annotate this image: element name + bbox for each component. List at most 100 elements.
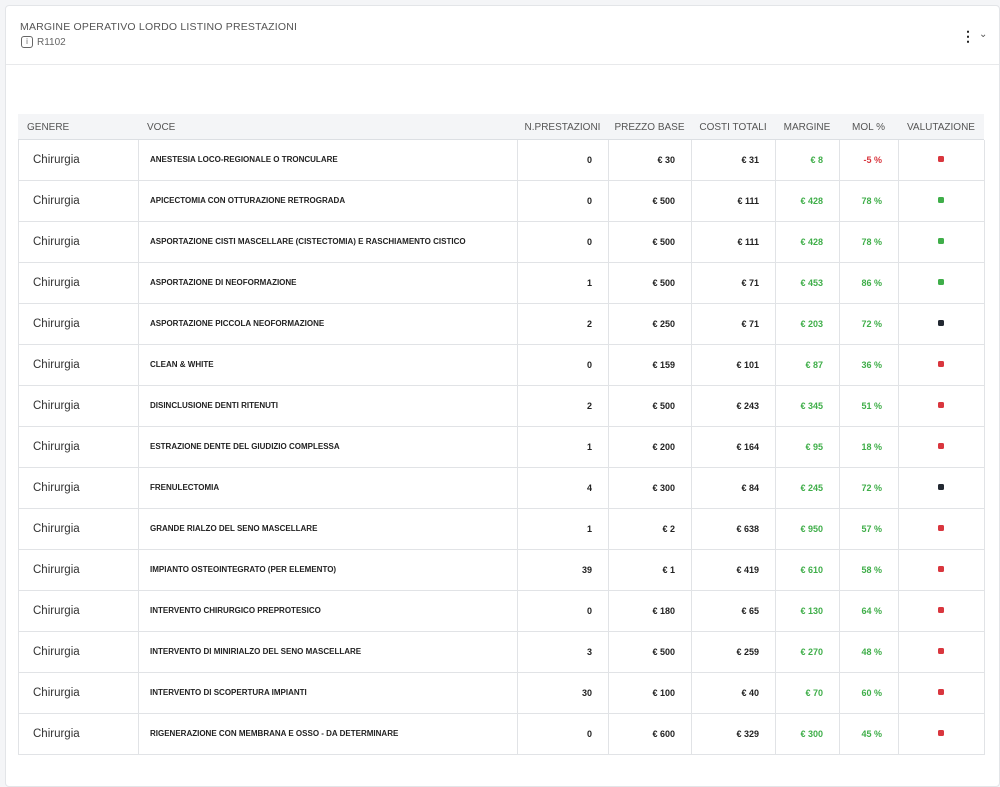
cell-divider bbox=[608, 181, 609, 222]
cell-n: 0 bbox=[586, 606, 592, 616]
cell-divider bbox=[608, 386, 609, 427]
cell-divider bbox=[138, 550, 139, 591]
cell-divider bbox=[691, 427, 692, 468]
table-row[interactable] bbox=[18, 304, 985, 345]
cell-n: 4 bbox=[586, 483, 592, 493]
table-row[interactable] bbox=[18, 714, 985, 755]
cell-margine: € 245 bbox=[800, 483, 823, 493]
table-row[interactable] bbox=[18, 632, 985, 673]
cell-divider bbox=[608, 714, 609, 755]
cell-prezzo: € 100 bbox=[652, 688, 675, 698]
cell-costi: € 111 bbox=[737, 237, 759, 247]
cell-divider bbox=[608, 632, 609, 673]
cell-divider bbox=[775, 427, 776, 468]
cell-divider bbox=[839, 591, 840, 632]
status-dot bbox=[938, 402, 944, 408]
collapse-button[interactable]: ⌄ bbox=[979, 29, 988, 40]
cell-costi: € 31 bbox=[741, 155, 759, 165]
cell-divider bbox=[517, 591, 518, 632]
cell-margine: € 453 bbox=[800, 278, 823, 288]
cell-divider bbox=[898, 673, 899, 714]
cell-genere: Chirurgia bbox=[33, 728, 80, 740]
table-row[interactable] bbox=[18, 468, 985, 509]
cell-divider bbox=[517, 673, 518, 714]
table-row[interactable] bbox=[18, 140, 985, 181]
cell-divider bbox=[138, 181, 139, 222]
cell-n: 0 bbox=[586, 729, 592, 739]
cell-divider bbox=[775, 591, 776, 632]
cell-mol: -5 % bbox=[863, 155, 882, 165]
cell-genere: Chirurgia bbox=[33, 564, 80, 576]
cell-genere: Chirurgia bbox=[33, 646, 80, 658]
cell-divider bbox=[517, 509, 518, 550]
cell-margine: € 428 bbox=[800, 237, 823, 247]
column-header: MOL % bbox=[852, 122, 885, 133]
cell-costi: € 419 bbox=[736, 565, 759, 575]
cell-divider bbox=[691, 509, 692, 550]
cell-divider bbox=[138, 304, 139, 345]
cell-voce: INTERVENTO DI SCOPERTURA IMPIANTI bbox=[150, 688, 307, 697]
cell-divider bbox=[898, 468, 899, 509]
cell-mol: 60 % bbox=[861, 688, 882, 698]
cell-n: 2 bbox=[586, 401, 592, 411]
cell-prezzo: € 200 bbox=[652, 442, 675, 452]
cell-margine: € 203 bbox=[800, 319, 823, 329]
menu-button[interactable]: ⋮ bbox=[961, 28, 975, 44]
cell-divider bbox=[898, 304, 899, 345]
cell-divider bbox=[898, 386, 899, 427]
cell-costi: € 111 bbox=[737, 196, 759, 206]
table-row[interactable] bbox=[18, 263, 985, 304]
table-row[interactable] bbox=[18, 591, 985, 632]
cell-divider bbox=[898, 714, 899, 755]
cell-divider bbox=[691, 304, 692, 345]
cell-divider bbox=[775, 304, 776, 345]
cell-divider bbox=[839, 386, 840, 427]
cell-voce: FRENULECTOMIA bbox=[150, 483, 220, 492]
cell-divider bbox=[517, 468, 518, 509]
table-row[interactable] bbox=[18, 345, 985, 386]
report-code: R1102 bbox=[37, 37, 66, 48]
report-card: MARGINE OPERATIVO LORDO LISTINO PRESTAZI… bbox=[5, 5, 1000, 787]
cell-genere: Chirurgia bbox=[33, 277, 80, 289]
cell-n: 1 bbox=[586, 524, 592, 534]
cell-margine: € 8 bbox=[810, 155, 823, 165]
status-dot bbox=[938, 197, 944, 203]
cell-margine: € 610 bbox=[800, 565, 823, 575]
cell-prezzo: € 159 bbox=[652, 360, 675, 370]
cell-divider bbox=[775, 550, 776, 591]
table-row[interactable] bbox=[18, 673, 985, 714]
cell-voce: IMPIANTO OSTEOINTEGRATO (PER ELEMENTO) bbox=[150, 565, 337, 574]
cell-mol: 57 % bbox=[861, 524, 882, 534]
cell-divider bbox=[608, 509, 609, 550]
table-row[interactable] bbox=[18, 427, 985, 468]
column-header: PREZZO BASE bbox=[614, 122, 685, 133]
cell-margine: € 130 bbox=[800, 606, 823, 616]
cell-genere: Chirurgia bbox=[33, 441, 80, 453]
info-icon[interactable]: i bbox=[21, 36, 33, 48]
table-row[interactable] bbox=[18, 509, 985, 550]
cell-divider bbox=[608, 550, 609, 591]
cell-divider bbox=[608, 140, 609, 181]
cell-genere: Chirurgia bbox=[33, 236, 80, 248]
cell-divider bbox=[691, 673, 692, 714]
cell-divider bbox=[691, 140, 692, 181]
cell-mol: 78 % bbox=[861, 237, 882, 247]
table-row[interactable] bbox=[18, 222, 985, 263]
cell-divider bbox=[898, 140, 899, 181]
cell-divider bbox=[775, 345, 776, 386]
cell-mol: 36 % bbox=[861, 360, 882, 370]
cell-divider bbox=[691, 550, 692, 591]
cell-prezzo: € 500 bbox=[652, 237, 675, 247]
table-row[interactable] bbox=[18, 181, 985, 222]
cell-divider bbox=[898, 591, 899, 632]
cell-n: 2 bbox=[586, 319, 592, 329]
table-row[interactable] bbox=[18, 386, 985, 427]
cell-divider bbox=[608, 263, 609, 304]
cell-divider bbox=[775, 263, 776, 304]
cell-mol: 18 % bbox=[861, 442, 882, 452]
column-header: VALUTAZIONE bbox=[907, 122, 975, 133]
cell-costi: € 329 bbox=[736, 729, 759, 739]
cell-voce: APICECTOMIA CON OTTURAZIONE RETROGRADA bbox=[150, 196, 346, 205]
column-header: MARGINE bbox=[783, 122, 831, 133]
table-row[interactable] bbox=[18, 550, 985, 591]
